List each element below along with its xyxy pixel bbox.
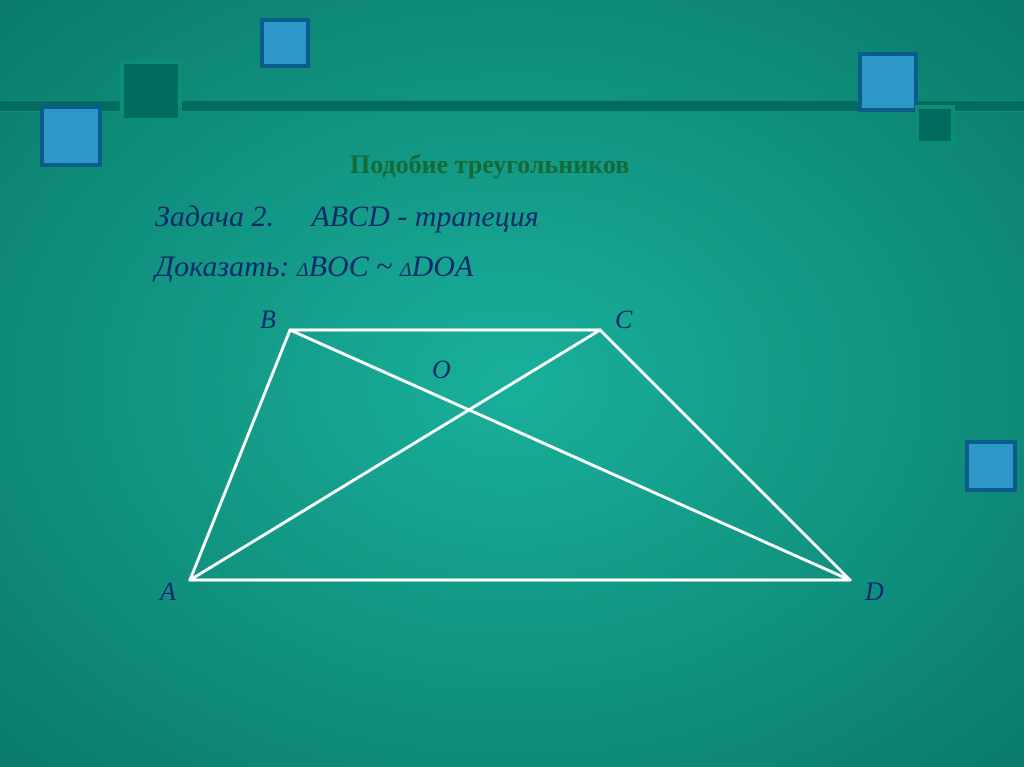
decor-square-5 [965, 440, 1017, 492]
decor-square-3 [858, 52, 918, 112]
triangle-symbol-1: Δ [297, 259, 309, 281]
vertex-label-O: O [432, 355, 451, 384]
problem-prove-line: Доказать: ΔBOC ~ ΔDOA [155, 250, 473, 284]
problem-given-text: ABCD - трапеция [311, 200, 538, 233]
problem-number-label: Задача 2. [155, 200, 274, 233]
similarity-symbol: ~ [376, 250, 400, 283]
triangle-symbol-2: Δ [400, 259, 412, 281]
decor-square-1 [120, 60, 182, 122]
problem-given-line: Задача 2. ABCD - трапеция [155, 200, 539, 234]
decor-square-4 [915, 105, 955, 145]
slide-root: Подобие треугольников Задача 2. ABCD - т… [0, 0, 1024, 767]
vertex-label-B: B [260, 305, 276, 334]
decor-square-2 [260, 18, 310, 68]
decor-square-0 [40, 105, 102, 167]
trapezoid-diagram: A B C D O [130, 300, 900, 620]
prove-prefix: Доказать: [155, 250, 297, 283]
vertex-label-A: A [158, 577, 176, 606]
triangle-1-label: BOC [309, 250, 369, 283]
vertex-label-D: D [864, 577, 884, 606]
vertex-label-C: C [615, 305, 633, 334]
slide-title: Подобие треугольников [350, 150, 629, 180]
triangle-2-label: DOA [412, 250, 474, 283]
